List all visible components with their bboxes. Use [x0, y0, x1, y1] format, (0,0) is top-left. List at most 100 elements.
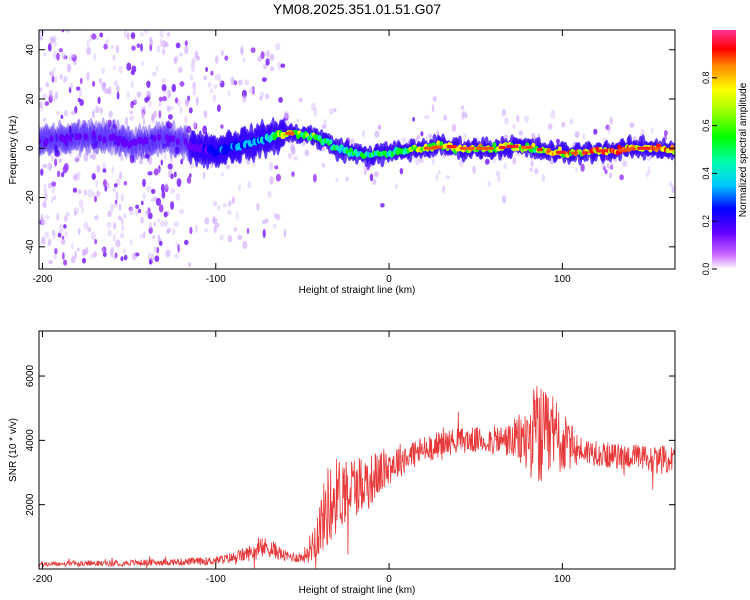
spectrogram-cell [80, 77, 83, 85]
spectrogram-cell [212, 94, 217, 103]
spectrogram-cell [227, 235, 233, 243]
spectrogram-cell [99, 32, 104, 38]
spectrogram-cell [40, 236, 46, 245]
spectrogram-cell [160, 121, 165, 150]
spectrogram-cell [112, 187, 117, 193]
spectrogram-cell [116, 178, 121, 186]
spectrogram-cell [140, 61, 144, 66]
spectrogram-cell [71, 53, 76, 58]
spectrogram-cell [671, 149, 675, 155]
spectrogram-cell [123, 30, 128, 38]
spectrogram-marks [39, 30, 675, 268]
spectrogram-cell [165, 142, 170, 147]
spectrogram-cell [103, 43, 108, 50]
spectrogram-cell [90, 231, 96, 241]
spectrogram-cell [550, 110, 556, 119]
spectrogram-cell [582, 133, 586, 141]
spectrogram-cell [369, 173, 374, 182]
spectrogram-cell [203, 109, 208, 117]
spectrogram-cell [63, 259, 68, 266]
spectrogram-cell [44, 192, 48, 201]
spectrogram-cell [534, 168, 539, 175]
spectrogram-cell [269, 176, 274, 185]
spectrogram-cell [52, 67, 56, 73]
spectrogram-cell [91, 130, 96, 138]
spectrogram-cell [115, 144, 119, 151]
spectrogram-cell [117, 215, 122, 221]
spectrogram-cell [144, 30, 149, 35]
spectrogram-cell [184, 115, 188, 124]
spectrogram-cell [47, 125, 52, 134]
spectrogram-cell [226, 164, 230, 170]
spectrogram-cell [189, 74, 194, 81]
spectrogram-cell [174, 146, 180, 155]
spectrogram-cell [123, 213, 127, 219]
spectrogram-cell [48, 89, 54, 98]
spectrogram-cell [151, 188, 156, 194]
spectrogram-cell [129, 139, 133, 147]
spectrogram-cell [77, 189, 82, 195]
spectrogram-cell [132, 252, 137, 261]
spectrogram-cell [156, 246, 160, 254]
spectrogram-cell [348, 147, 353, 153]
spectrogram-cell [203, 75, 208, 81]
spectrogram-cell [161, 190, 166, 199]
spectrogram-cell [372, 179, 377, 185]
colorbar-gradient [712, 30, 736, 269]
spectrogram-cell [92, 80, 96, 87]
spectrogram-cell [464, 112, 468, 119]
spectrogram-cell [147, 156, 153, 165]
spectrogram-cell [91, 173, 97, 180]
spectrogram-cell [94, 195, 97, 203]
spectrogram-cell [69, 122, 75, 151]
spectrogram-cell [107, 119, 112, 128]
spectrogram-cell [162, 47, 165, 56]
spectrogram-cell [157, 129, 162, 134]
spectrogram-cell [345, 176, 349, 182]
spectrogram-cell [114, 183, 118, 188]
spectrogram-cell [146, 80, 151, 89]
spectrogram-cell [442, 185, 445, 193]
spectrogram-cell [80, 123, 85, 152]
spectrogram-cell [164, 183, 169, 189]
spectrogram-cell [267, 190, 272, 198]
spectrogram-cell [95, 179, 98, 188]
spectrogram-x-label: Height of straight line (km) [299, 285, 416, 296]
spectrogram-cell [140, 43, 143, 52]
spectrogram-cell [54, 91, 59, 100]
spectrogram-cell [291, 146, 296, 156]
spectrogram-cell [70, 123, 76, 152]
spectrogram-cell [95, 106, 99, 114]
spectrogram-cell [44, 137, 49, 145]
spectrogram-cell [45, 214, 50, 220]
spectrogram-cell [283, 229, 287, 238]
spectrogram-cell [420, 131, 424, 137]
spectrogram-cell [167, 163, 173, 170]
spectrogram-cell [647, 165, 651, 175]
spectrogram-cell [76, 86, 81, 91]
spectrogram-cell [65, 133, 70, 141]
spectrogram-cell [122, 248, 127, 254]
spectrogram-cell [415, 158, 421, 166]
spectrogram-cell [111, 133, 116, 141]
spectrogram-cell [252, 161, 256, 167]
spectrogram-cell [604, 169, 608, 174]
spectrogram-cell [399, 168, 404, 175]
spectrogram-cell [492, 142, 497, 148]
spectrogram-cell [146, 185, 152, 193]
spectrogram-cell [174, 253, 179, 259]
spectrogram-cell [98, 78, 103, 84]
spectrogram-cell [110, 204, 115, 212]
spectrogram-cell [158, 110, 162, 119]
spectrogram-cell [65, 212, 70, 217]
spectrogram-cell [207, 81, 212, 88]
spectrogram-cell [557, 146, 562, 152]
spectrogram-cell [561, 121, 566, 128]
spectrogram-cell [66, 63, 72, 73]
spectrogram-cell [168, 135, 172, 143]
spectrogram-cell [45, 81, 49, 88]
chart-title: YM08.2025.351.01.51.G07 [273, 1, 441, 17]
spectrogram-cell [139, 32, 144, 37]
spectrogram-cell [445, 175, 450, 180]
spectrogram-cell [83, 222, 89, 230]
